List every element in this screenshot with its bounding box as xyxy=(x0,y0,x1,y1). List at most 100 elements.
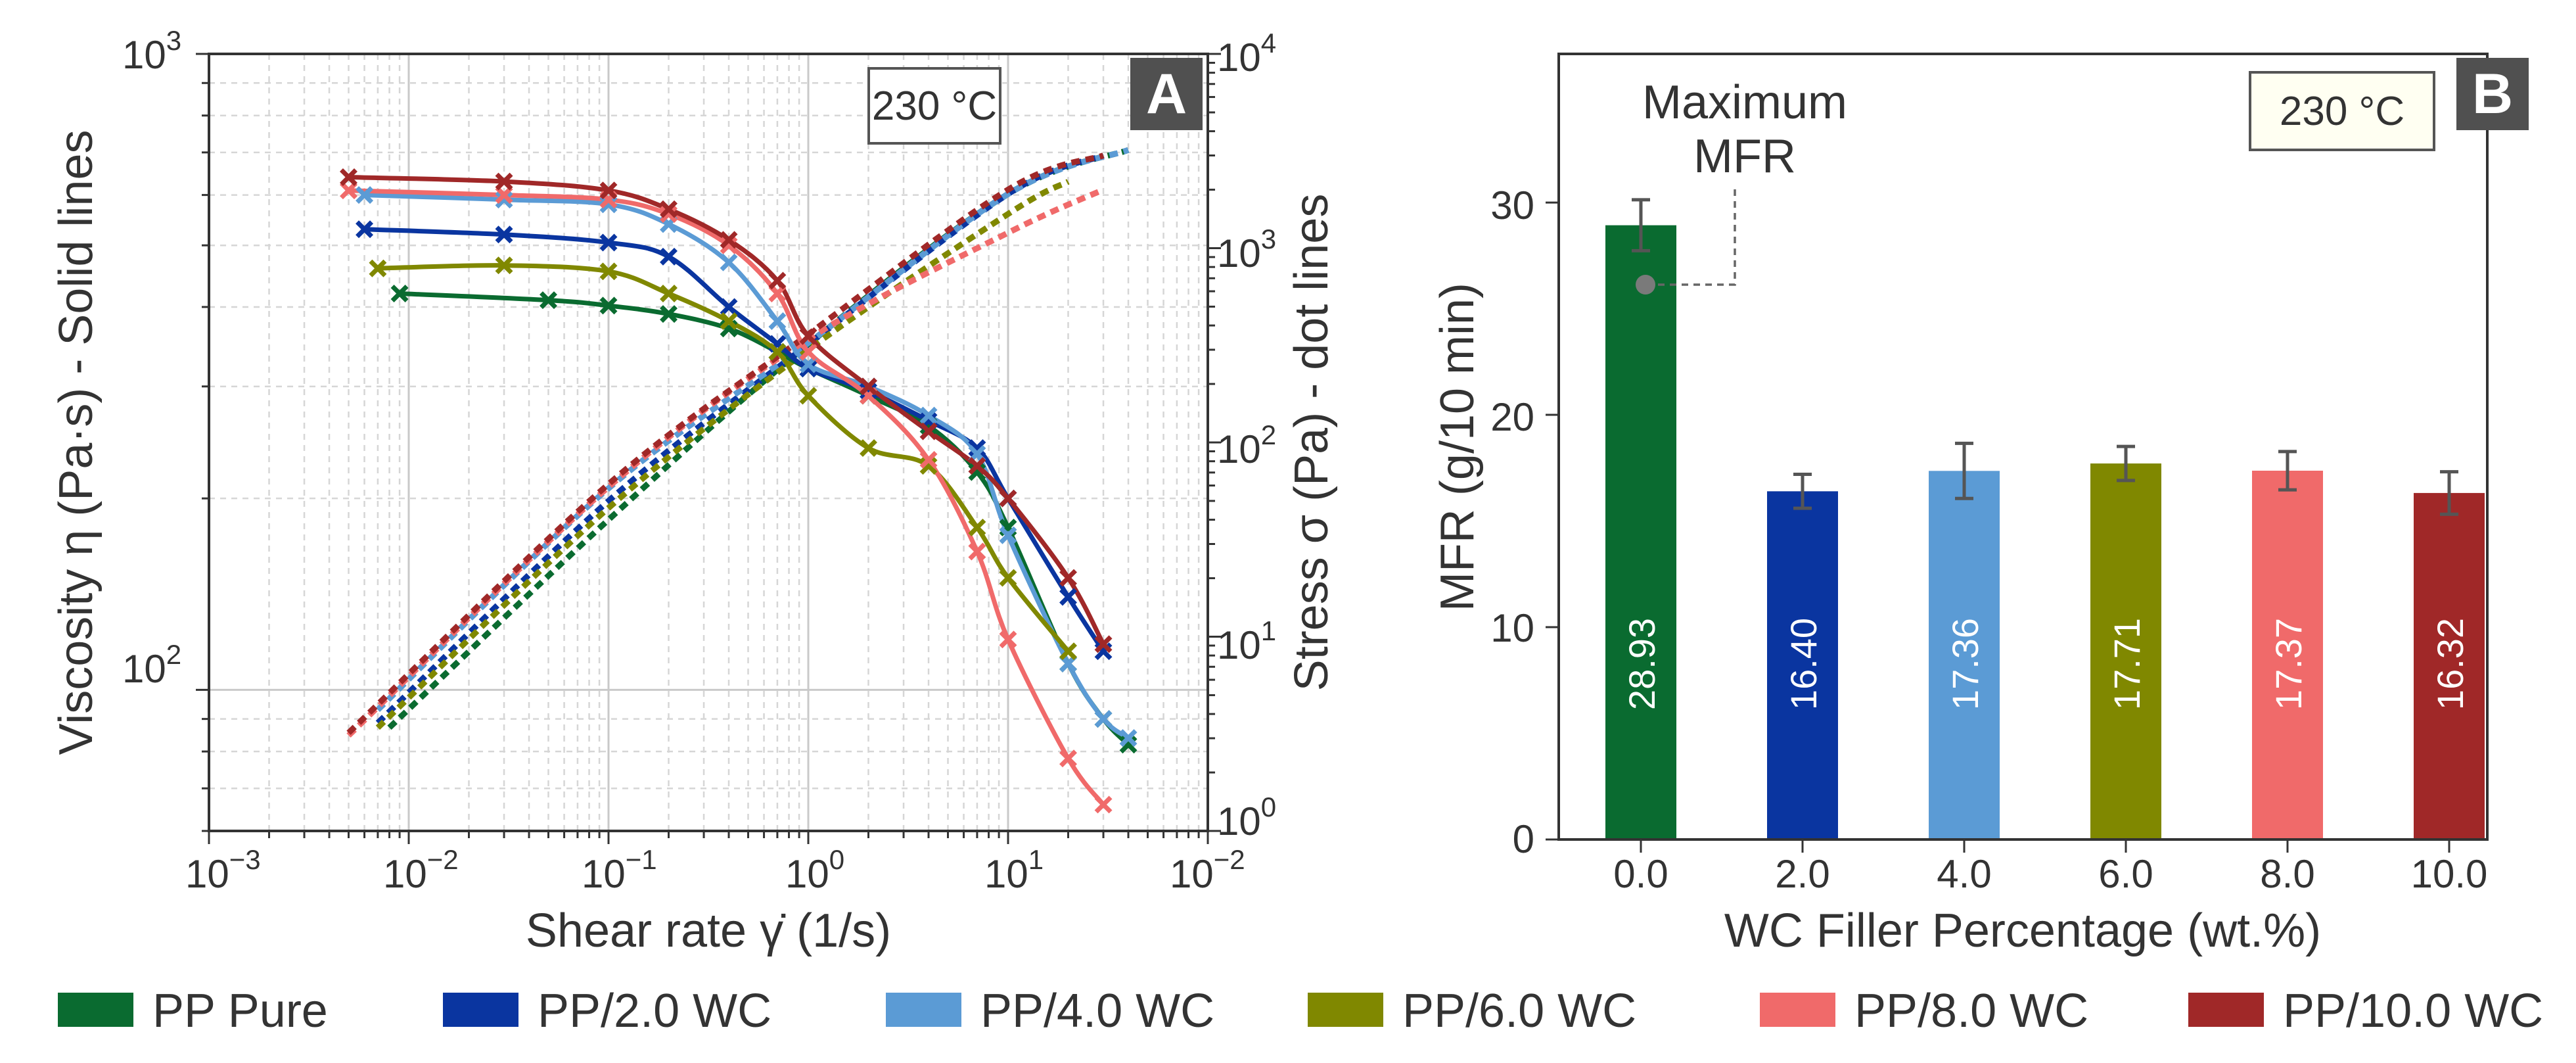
viscosity-point-marker xyxy=(720,231,738,249)
panel-a-left-ticklabels: 103 102 xyxy=(122,25,181,691)
viscosity-point-marker xyxy=(999,489,1017,508)
y-tick-label: 0 xyxy=(1513,817,1534,861)
x-tick-label: 10−2 xyxy=(1170,844,1245,896)
viscosity-point-marker xyxy=(999,526,1017,544)
y-tick-label: 30 xyxy=(1490,183,1534,227)
viscosity-point-marker xyxy=(799,360,817,378)
y-right-tick-label: 104 xyxy=(1217,28,1276,80)
panel-b-x-label: WC Filler Percentage (wt.%) xyxy=(1724,905,2321,957)
y-right-tick-label: 101 xyxy=(1217,615,1276,667)
viscosity-point-marker xyxy=(660,205,678,224)
y-right-tick-label: 103 xyxy=(1217,224,1276,275)
panel-a-x-label: Shear rate γ̇ (1/s) xyxy=(526,905,891,957)
x-tick-label: 10−2 xyxy=(383,844,459,896)
viscosity-point-marker xyxy=(768,343,787,361)
viscosity-point-marker xyxy=(720,312,738,330)
legend-swatch-pp-10wc xyxy=(2188,993,2264,1027)
viscosity-point-marker xyxy=(599,296,618,315)
mfr-bar-pp-10-0-wc xyxy=(2414,492,2485,839)
panel-b-temperature-box xyxy=(2249,71,2435,151)
bar-value-label: 17.71 xyxy=(2106,618,2148,710)
viscosity-point-marker xyxy=(768,272,787,290)
viscosity-point-marker xyxy=(540,291,557,310)
bar-value-label: 16.40 xyxy=(1783,618,1824,710)
viscosity-point-marker xyxy=(860,382,877,400)
annotation-maximum: Maximum xyxy=(1642,76,1847,129)
mfr-bar-pp-6-0-wc xyxy=(2090,463,2161,839)
viscosity-point-marker xyxy=(340,181,357,200)
viscosity-point-marker xyxy=(999,569,1017,587)
viscosity-point-marker xyxy=(799,327,817,345)
viscosity-point-marker xyxy=(495,172,513,191)
mfr-bars xyxy=(1605,225,2485,840)
viscosity-point-marker xyxy=(356,186,374,204)
stress-line-pp-4-0-wc xyxy=(375,147,1130,713)
mfr-bar-pp-pure xyxy=(1605,225,1676,840)
viscosity-point-marker xyxy=(599,195,618,214)
viscosity-point-marker xyxy=(599,181,618,200)
viscosity-point-marker xyxy=(495,191,513,209)
panel-a-temperature-box xyxy=(867,67,1001,145)
viscosity-point-marker xyxy=(660,284,678,302)
x-tick-label: 4.0 xyxy=(1937,852,1991,896)
x-tick-label: 10−1 xyxy=(582,844,657,896)
viscosity-point-marker xyxy=(495,256,513,275)
panel-a-temperature-label: 230 °C xyxy=(872,83,997,129)
viscosity-point-marker xyxy=(660,200,678,218)
stress-line-pp-10-0-wc xyxy=(346,153,1105,735)
panel-a: 10−3 10−2 10−1 100 101 10−2 103 102 104 … xyxy=(50,25,1338,957)
viscosity-point-marker xyxy=(968,518,986,536)
viscosity-point-marker xyxy=(599,262,618,281)
viscosity-point-marker xyxy=(919,406,938,425)
viscosity-point-marker xyxy=(1059,749,1077,768)
viscosity-point-marker xyxy=(968,439,986,458)
panel-b-ticks xyxy=(1546,201,2450,853)
viscosity-point-marker xyxy=(340,168,357,186)
viscosity-point-marker xyxy=(720,298,738,316)
viscosity-point-marker xyxy=(369,259,387,277)
bar-value-label: 28.93 xyxy=(1621,618,1663,710)
viscosity-markers xyxy=(340,168,1138,814)
legend-swatch-pp-6wc xyxy=(1308,993,1383,1027)
annotation-mfr: MFR xyxy=(1693,130,1796,183)
viscosity-point-marker xyxy=(1119,729,1138,747)
panel-b-letter-badge xyxy=(2456,58,2529,130)
bar-value-label: 17.36 xyxy=(1944,618,1986,710)
panel-a-x-ticklabels: 10−3 10−2 10−1 100 101 10−2 xyxy=(185,844,1245,896)
y-left-tick-label: 103 xyxy=(122,25,181,77)
legend-label-pp-2wc: PP/2.0 WC xyxy=(538,985,771,1037)
panel-a-right-ticklabels: 104 103 102 101 100 xyxy=(1217,28,1276,843)
viscosity-point-marker xyxy=(768,312,787,330)
y-tick-label: 20 xyxy=(1490,395,1534,439)
x-tick-label: 100 xyxy=(785,844,844,896)
panel-a-left-y-label: Viscosity η (Pa·s) - Solid lines xyxy=(50,130,103,755)
viscosity-point-marker xyxy=(660,305,678,323)
panel-b-x-ticklabels: 0.0 2.0 4.0 6.0 8.0 10.0 xyxy=(1613,852,2487,896)
panel-a-letter-badge xyxy=(1130,58,1203,130)
viscosity-point-marker xyxy=(1094,795,1113,814)
y-right-tick-label: 100 xyxy=(1217,791,1276,843)
legend-swatch-pp-2wc xyxy=(443,993,518,1027)
viscosity-point-marker xyxy=(356,220,374,239)
panel-b: 0 10 20 30 0.0 2.0 4.0 6.0 8.0 10.0 28.9… xyxy=(1431,53,2529,957)
y-tick-label: 10 xyxy=(1490,606,1534,650)
panel-b-letter: B xyxy=(2472,62,2513,126)
x-tick-label: 101 xyxy=(984,844,1044,896)
viscosity-point-marker xyxy=(968,457,986,475)
panel-b-temperature-label: 230 °C xyxy=(2280,89,2404,134)
legend-label-pp-8wc: PP/8.0 WC xyxy=(1854,985,2088,1037)
y-left-tick-label: 102 xyxy=(122,639,181,691)
legend-swatch-pp-8wc xyxy=(1760,993,1835,1027)
viscosity-point-marker xyxy=(860,377,877,396)
viscosity-point-marker xyxy=(919,422,938,440)
viscosity-point-marker xyxy=(999,630,1017,649)
viscosity-point-marker xyxy=(1094,635,1113,653)
x-tick-label: 2.0 xyxy=(1775,852,1829,896)
viscosity-point-marker xyxy=(720,253,738,272)
legend: PP Pure PP/2.0 WC PP/4.0 WC PP/6.0 WC PP… xyxy=(58,985,2543,1037)
viscosity-point-marker xyxy=(860,439,877,458)
mfr-bar-pp-8-0-wc xyxy=(2252,470,2323,839)
mfr-value-labels: 28.93 16.40 17.36 17.71 17.37 16.32 xyxy=(1621,618,2471,710)
panel-b-y-ticklabels: 0 10 20 30 xyxy=(1490,183,1534,861)
